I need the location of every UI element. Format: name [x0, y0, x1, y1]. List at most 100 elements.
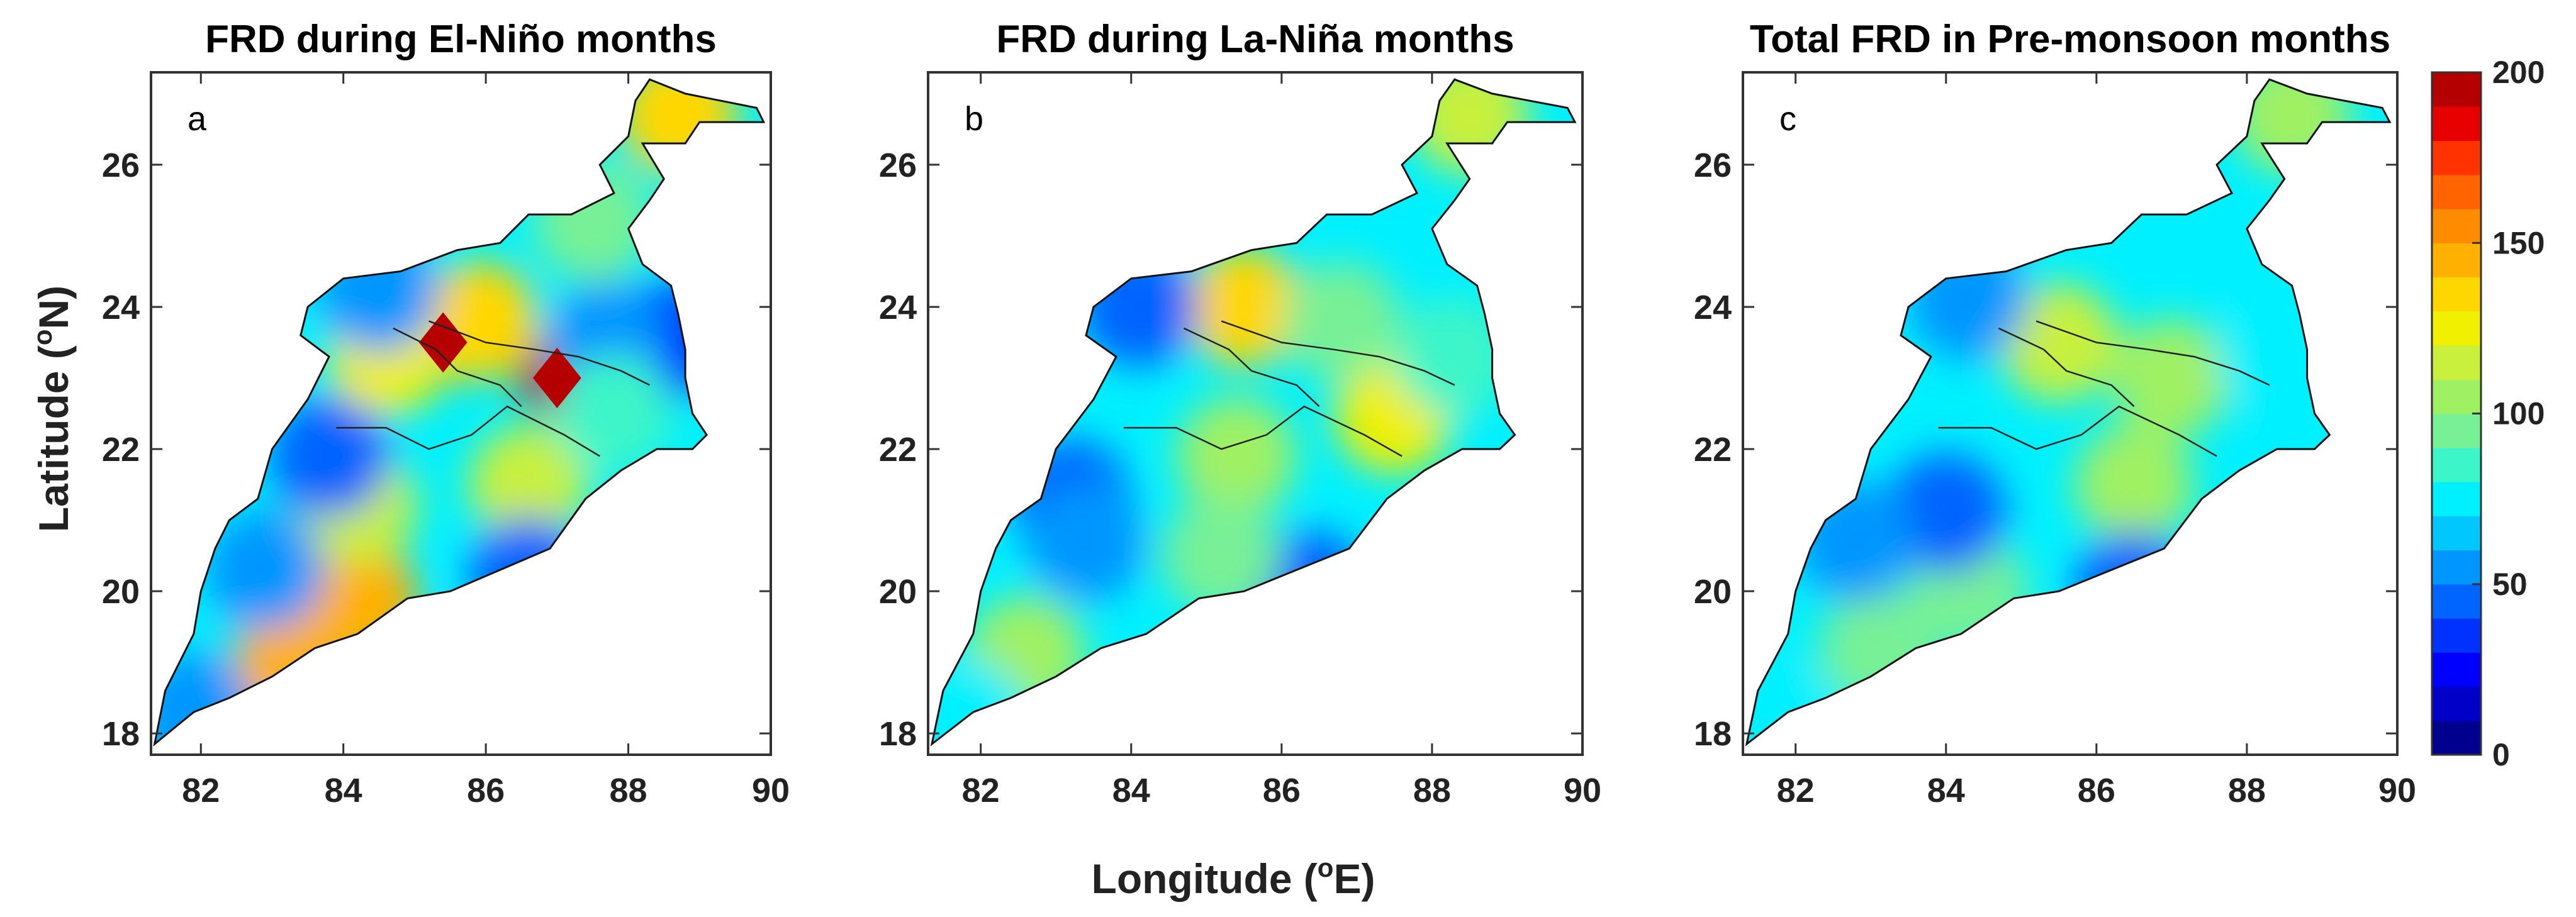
frd-cell	[1886, 453, 2006, 573]
frd-cell	[205, 510, 325, 630]
x-tick-label: 84	[1927, 772, 1965, 809]
x-axis-title: Longitude (oE)	[1092, 853, 1375, 902]
x-axis-title-part: Longitude (	[1092, 855, 1318, 902]
frd-cell	[932, 659, 1026, 744]
y-axis-title-part: N)	[30, 286, 77, 330]
x-tick-label: 90	[2378, 772, 2416, 809]
frd-cell	[2217, 297, 2337, 417]
colorbar-tick-label: 100	[2492, 396, 2545, 431]
colorbar-segment	[2432, 618, 2481, 653]
colorbar-segment	[2432, 106, 2481, 142]
frd-cell	[1394, 297, 1515, 417]
axes-frame	[927, 71, 1584, 756]
y-tick-label: 18	[879, 715, 917, 753]
colorbar-segment	[2432, 686, 2481, 721]
frd-peak-cell	[418, 312, 468, 373]
colorbar-segment	[2432, 311, 2481, 346]
colorbar-segment	[2432, 277, 2481, 312]
colorbar-segment	[2432, 550, 2481, 585]
colorbar-tick-label: 50	[2492, 567, 2528, 602]
y-tick-label: 26	[1694, 147, 1732, 184]
frd-cell	[1818, 588, 1939, 708]
frd-cell	[1026, 481, 1146, 601]
frd-cell	[2074, 425, 2194, 545]
district-boundary	[428, 320, 651, 386]
frd-cell	[1078, 247, 1199, 367]
region-outline	[1745, 78, 2392, 747]
district-boundary	[1123, 405, 1403, 457]
x-tick-label: 86	[467, 772, 505, 809]
colorbar-segment	[2432, 584, 2481, 619]
x-axis-title-part: E)	[1333, 855, 1375, 902]
panel-b: FRD during La-Niña months b 82 84 86 88 90 18…	[879, 18, 1601, 809]
x-tick-label: 84	[325, 772, 362, 809]
frd-field	[932, 79, 1575, 744]
y-tick-label: 22	[1694, 431, 1732, 469]
y-axis-title-text: Latitude (oN)	[28, 286, 77, 532]
panel-letter: b	[965, 100, 983, 138]
colorbar-segment	[2432, 516, 2481, 551]
y-tick-label: 26	[879, 147, 917, 184]
panel-title: FRD during El-Niño months	[205, 18, 717, 61]
y-tick-label: 20	[102, 573, 140, 611]
y-tick-label: 26	[102, 147, 140, 184]
region-outline	[153, 78, 766, 747]
frd-cell	[1177, 396, 1297, 516]
panel-letter: c	[1779, 100, 1796, 138]
x-tick-label: 86	[1263, 772, 1301, 809]
district-boundary	[1221, 320, 1455, 386]
frd-cell	[1162, 496, 1282, 616]
frd-cell	[2074, 531, 2194, 652]
y-tick-label: 18	[1694, 715, 1732, 753]
colorbar-segment	[2432, 652, 2481, 687]
y-tick-label: 20	[879, 573, 917, 611]
x-tick-label: 88	[2228, 772, 2266, 809]
panel-c: Total FRD in Pre-monsoon months c 82 84 86…	[1694, 18, 2416, 809]
colorbar-segment	[2432, 379, 2481, 414]
colorbar-segment	[2432, 345, 2481, 380]
y-tick-label: 22	[102, 431, 140, 469]
colorbar-tick-label: 0	[2492, 737, 2510, 772]
frd-cell	[2112, 318, 2232, 438]
colorbar-tick-label: 150	[2492, 225, 2545, 260]
colorbar-segment	[2432, 482, 2481, 516]
y-tick-label: 24	[102, 289, 140, 326]
colorbar-tick-label: 200	[2492, 55, 2545, 90]
colorbar-segment	[2432, 720, 2481, 755]
x-tick-label: 84	[1112, 772, 1150, 809]
colorbar-segment	[2432, 447, 2481, 482]
district-boundary	[2036, 320, 2270, 386]
axes-frame	[1742, 71, 2399, 756]
colorbar: 0 50 100 150 200	[2431, 55, 2545, 772]
x-tick-label: 86	[2078, 772, 2115, 809]
x-tick-label: 88	[1413, 772, 1451, 809]
panel-title: FRD during La-Niña months	[996, 18, 1514, 61]
x-tick-label: 82	[1777, 772, 1815, 809]
frd-peak-cell	[532, 347, 581, 408]
y-tick-label: 24	[1694, 289, 1732, 326]
frd-field	[154, 79, 764, 744]
frd-cell	[469, 425, 589, 545]
colorbar-segment	[2432, 174, 2481, 209]
colorbar-segment	[2432, 72, 2481, 107]
frd-cell	[1999, 282, 2119, 403]
colorbar-segment	[2432, 413, 2481, 448]
frd-cell	[554, 353, 674, 474]
frd-cell	[1908, 240, 2029, 360]
x-tick-label: 82	[962, 772, 1000, 809]
x-axis-degree-mark: o	[1318, 853, 1334, 882]
y-axis-degree-mark: o	[28, 330, 57, 346]
colorbar-segment	[2432, 243, 2481, 278]
frd-cell	[469, 517, 589, 637]
x-tick-label: 90	[1564, 772, 1601, 809]
colorbar-segment	[2432, 209, 2481, 243]
district-boundary	[1998, 327, 2135, 408]
region-outline	[930, 78, 1577, 747]
y-axis-title: Latitude (oN)	[28, 286, 77, 532]
panel-title: Total FRD in Pre-monsoon months	[1750, 18, 2390, 61]
panel-a: FRD during El-Niño months a 82 84 86 88 90 18…	[102, 18, 790, 809]
x-tick-label: 88	[610, 772, 647, 809]
district-boundary	[1183, 327, 1320, 408]
panel-letter: a	[188, 100, 207, 138]
axes-frame	[150, 71, 772, 756]
